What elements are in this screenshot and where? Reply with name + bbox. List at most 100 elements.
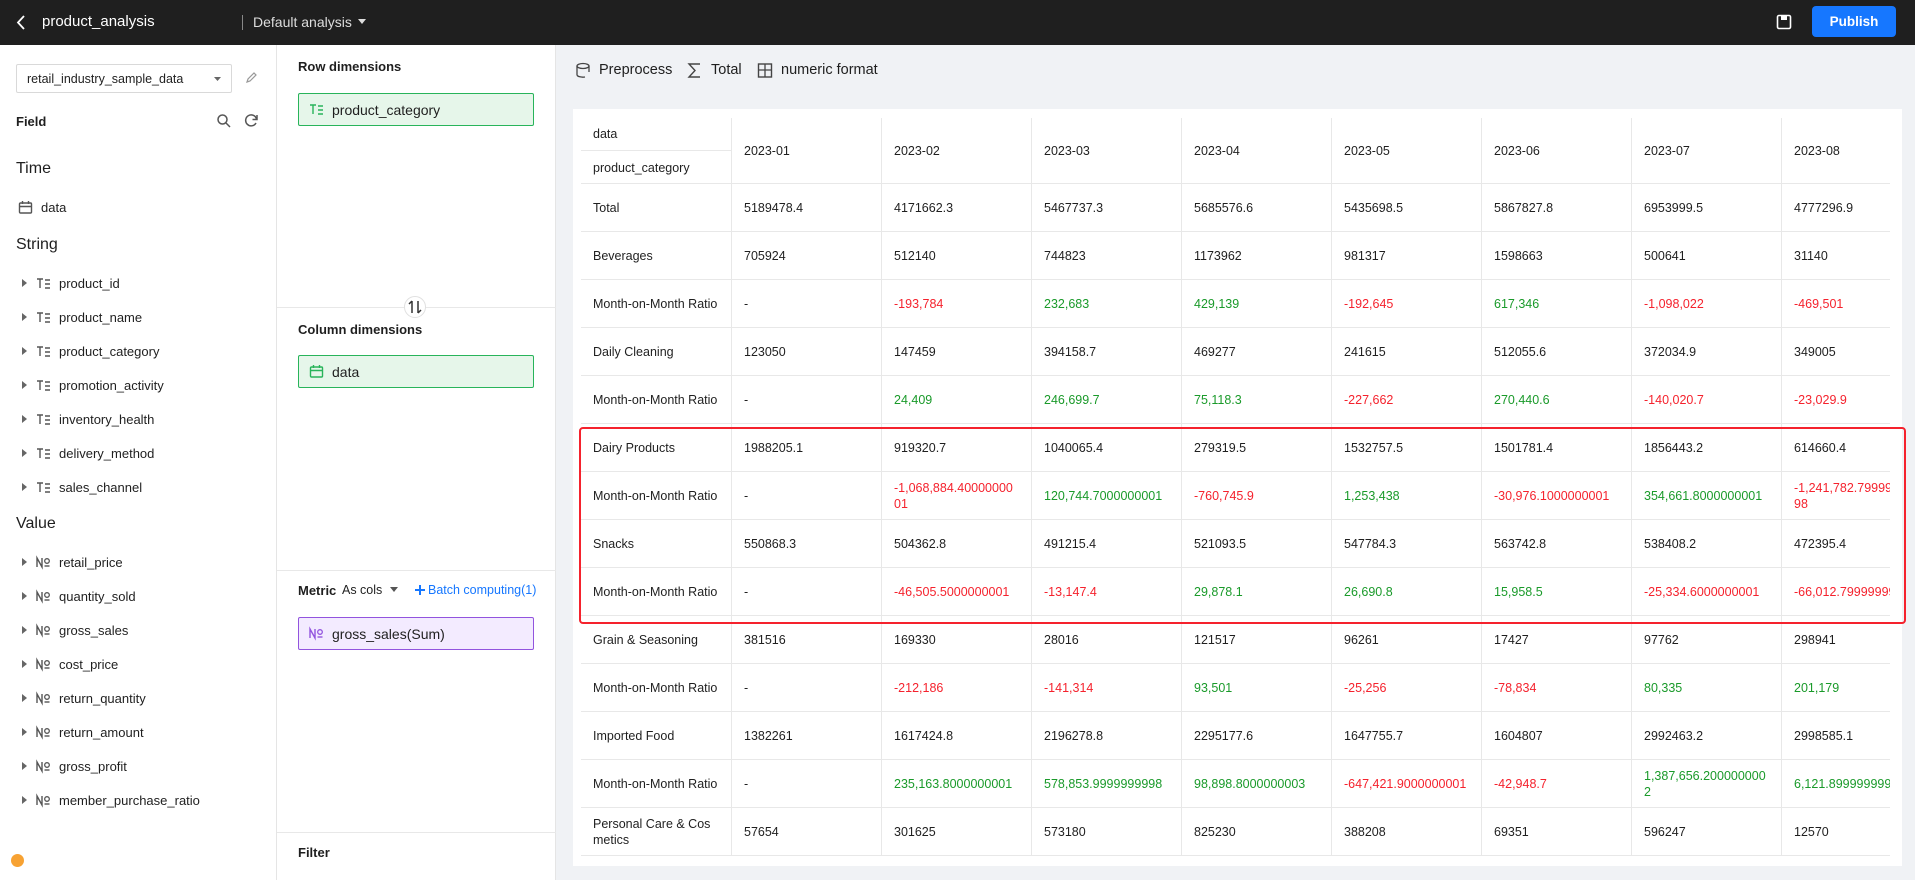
- cell-value: 504362.8: [882, 520, 1032, 568]
- cell-value: 298941: [1782, 616, 1890, 664]
- field-item[interactable]: member_purchase_ratio: [22, 790, 200, 810]
- config-panel: Row dimensions product_category Column d…: [277, 45, 556, 880]
- str-icon: [37, 379, 50, 391]
- corner-header: data product_category: [581, 118, 732, 184]
- toolbar-button[interactable]: Total: [687, 60, 742, 80]
- dataset-select[interactable]: retail_industry_sample_data: [16, 64, 232, 93]
- cell-value: 4171662.3: [882, 184, 1032, 232]
- cell-value: 825230: [1182, 808, 1332, 856]
- cell-value: -46,505.5000000001: [882, 568, 1032, 616]
- cell-value: -1,068,884.4000000001: [882, 472, 1032, 520]
- field-item[interactable]: gross_sales: [22, 620, 128, 640]
- metric-mode-label: As cols: [342, 583, 383, 597]
- cell-value: 98,898.8000000003: [1182, 760, 1332, 808]
- num-icon: [36, 758, 50, 774]
- toolbar-button[interactable]: Preprocess: [575, 60, 672, 80]
- cell-value: 26,690.8: [1332, 568, 1482, 616]
- cell-value: 1040065.4: [1032, 424, 1182, 472]
- cell-value: -1,098,022: [1632, 280, 1782, 328]
- row-label: Month-on-Month Ratio: [581, 664, 732, 712]
- refresh-button[interactable]: [244, 113, 259, 128]
- row-label: Daily Cleaning: [581, 328, 732, 376]
- column-dimensions-list: data: [298, 355, 534, 394]
- toolbar-button[interactable]: numeric format: [757, 60, 878, 80]
- cell-value: -192,645: [1332, 280, 1482, 328]
- cell-value: 578,853.9999999998: [1032, 760, 1182, 808]
- cell-value: 1856443.2: [1632, 424, 1782, 472]
- analysis-name: Default analysis: [253, 14, 352, 30]
- expand-arrow: [22, 592, 27, 600]
- search-button[interactable]: [216, 113, 231, 128]
- expand-arrow: [22, 694, 27, 702]
- cell-value: 1532757.5: [1332, 424, 1482, 472]
- cell-value: 31140: [1782, 232, 1890, 280]
- cell-value: 573180: [1032, 808, 1182, 856]
- field-item[interactable]: product_id: [22, 273, 120, 293]
- cell-value: 279319.5: [1182, 424, 1332, 472]
- field-item[interactable]: cost_price: [22, 654, 118, 674]
- cell-value: 2992463.2: [1632, 712, 1782, 760]
- cell-value: 1382261: [732, 712, 882, 760]
- save-button[interactable]: [1776, 14, 1792, 30]
- field-item[interactable]: retail_price: [22, 552, 123, 572]
- analysis-selector[interactable]: Default analysis: [253, 14, 366, 30]
- pivot-table: data product_category 2023-01 2023-02 2023-0…: [581, 118, 1890, 866]
- row-dimensions-list: product_category: [298, 93, 534, 132]
- cell-value: 1598663: [1482, 232, 1632, 280]
- cell-value: 5189478.4: [732, 184, 882, 232]
- pill[interactable]: data: [298, 355, 534, 388]
- cell-value: 500641: [1632, 232, 1782, 280]
- metric-mode[interactable]: As cols: [342, 583, 399, 597]
- back-button[interactable]: [15, 14, 27, 31]
- cell-value: -13,147.4: [1032, 568, 1182, 616]
- cell-value: 1647755.7: [1332, 712, 1482, 760]
- cell-value: 1173962: [1182, 232, 1332, 280]
- cell-value: 123050: [732, 328, 882, 376]
- pill-label: data: [332, 363, 360, 380]
- cell-value: 1617424.8: [882, 712, 1032, 760]
- field-item[interactable]: delivery_method: [22, 443, 154, 463]
- field-item[interactable]: gross_profit: [22, 756, 127, 776]
- cell-value: -25,334.6000000001: [1632, 568, 1782, 616]
- publish-button[interactable]: Publish: [1812, 6, 1896, 37]
- field-item[interactable]: quantity_sold: [22, 586, 136, 606]
- metric-list: gross_sales(Sum): [298, 617, 534, 656]
- expand-arrow: [22, 381, 27, 389]
- cell-value: 15,958.5: [1482, 568, 1632, 616]
- expand-arrow: [22, 626, 27, 634]
- row-label: Month-on-Month Ratio: [581, 376, 732, 424]
- cell-value: -30,976.1000000001: [1482, 472, 1632, 520]
- cell-value: 12570: [1782, 808, 1890, 856]
- cell-value: -193,784: [882, 280, 1032, 328]
- cell-value: -140,020.7: [1632, 376, 1782, 424]
- field-item[interactable]: product_name: [22, 307, 142, 327]
- cell-value: 472395.4: [1782, 520, 1890, 568]
- corner-label: product_category: [593, 160, 690, 175]
- cell-value: 617,346: [1482, 280, 1632, 328]
- cell-value: 381516: [732, 616, 882, 664]
- batch-computing-label: Batch computing(1): [428, 583, 537, 597]
- batch-computing[interactable]: Batch computing(1): [414, 583, 536, 597]
- field-item[interactable]: return_quantity: [22, 688, 146, 708]
- edit-button[interactable]: [245, 71, 258, 84]
- field-item[interactable]: return_amount: [22, 722, 144, 742]
- pill[interactable]: gross_sales(Sum): [298, 617, 534, 650]
- cell-value: 120,744.7000000001: [1032, 472, 1182, 520]
- field-item[interactable]: data: [18, 197, 66, 217]
- row-label: Month-on-Month Ratio: [581, 760, 732, 808]
- expand-arrow: [22, 483, 27, 491]
- page-title: product_analysis: [42, 13, 155, 30]
- column-header: 2023-06: [1482, 118, 1632, 184]
- field-item[interactable]: product_category: [22, 341, 159, 361]
- num-icon: [36, 622, 50, 638]
- cell-value: -: [732, 280, 882, 328]
- cell-value: -760,745.9: [1182, 472, 1332, 520]
- field-item[interactable]: sales_channel: [22, 477, 142, 497]
- cell-value: 5867827.8: [1482, 184, 1632, 232]
- pill[interactable]: product_category: [298, 93, 534, 126]
- field-item[interactable]: promotion_activity: [22, 375, 164, 395]
- swap-button[interactable]: [404, 296, 426, 318]
- cell-value: 394158.7: [1032, 328, 1182, 376]
- field-item[interactable]: inventory_health: [22, 409, 154, 429]
- cell-value: 596247: [1632, 808, 1782, 856]
